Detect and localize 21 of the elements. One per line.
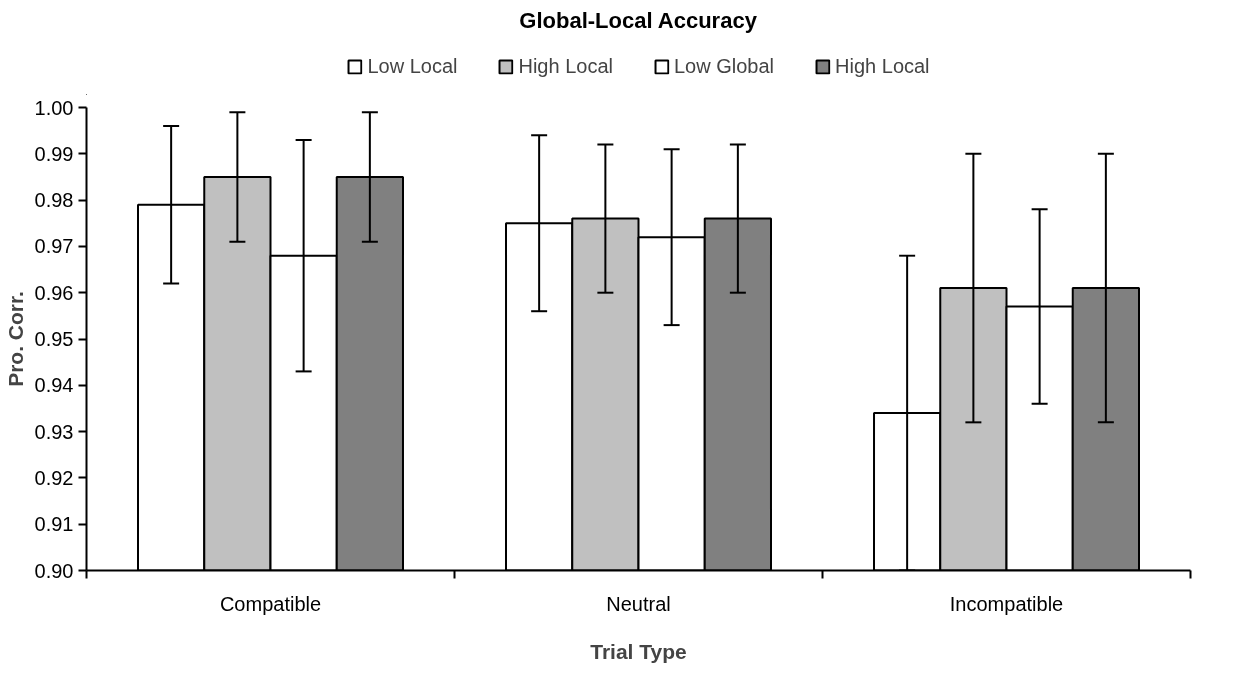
y-tick-label: 0.98	[34, 189, 74, 212]
y-tick-label: 0.90	[34, 559, 74, 582]
y-tick-label: 0.99	[34, 142, 74, 165]
x-tick-label: Incompatible	[949, 592, 1064, 615]
x-tick-label: Compatible	[219, 592, 322, 615]
chart-title: Global-Local Accuracy	[519, 7, 758, 33]
y-tick-label: 0.92	[34, 466, 74, 489]
y-tick-label: 1.00	[34, 96, 74, 119]
y-tick-label: 0.91	[34, 513, 74, 536]
y-tick-label: 0.95	[34, 328, 74, 350]
y-tick-label: 0.96	[34, 281, 74, 304]
y-tick-label: 0.94	[34, 374, 74, 397]
legend-label: High Local	[835, 54, 930, 78]
y-axis-title: Pro. Corr.	[3, 291, 27, 387]
y-tick-label: 0.93	[34, 420, 74, 443]
x-tick-label: Neutral	[606, 592, 671, 615]
y-tick-label: 0.97	[34, 235, 74, 258]
legend-label: High Local	[518, 54, 613, 78]
legend-label: Low Global	[674, 54, 775, 78]
x-axis-title: Trial Type	[590, 639, 687, 663]
legend-label: Low Local	[367, 54, 458, 78]
